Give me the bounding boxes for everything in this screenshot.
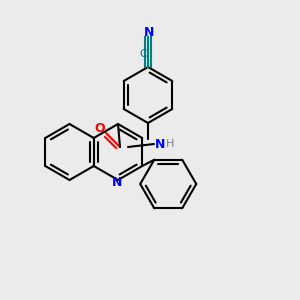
Text: O: O <box>95 122 105 136</box>
Text: N: N <box>112 176 122 188</box>
Text: H: H <box>166 139 174 149</box>
Text: C: C <box>139 49 147 59</box>
Text: N: N <box>144 26 154 40</box>
Text: N: N <box>155 137 165 151</box>
